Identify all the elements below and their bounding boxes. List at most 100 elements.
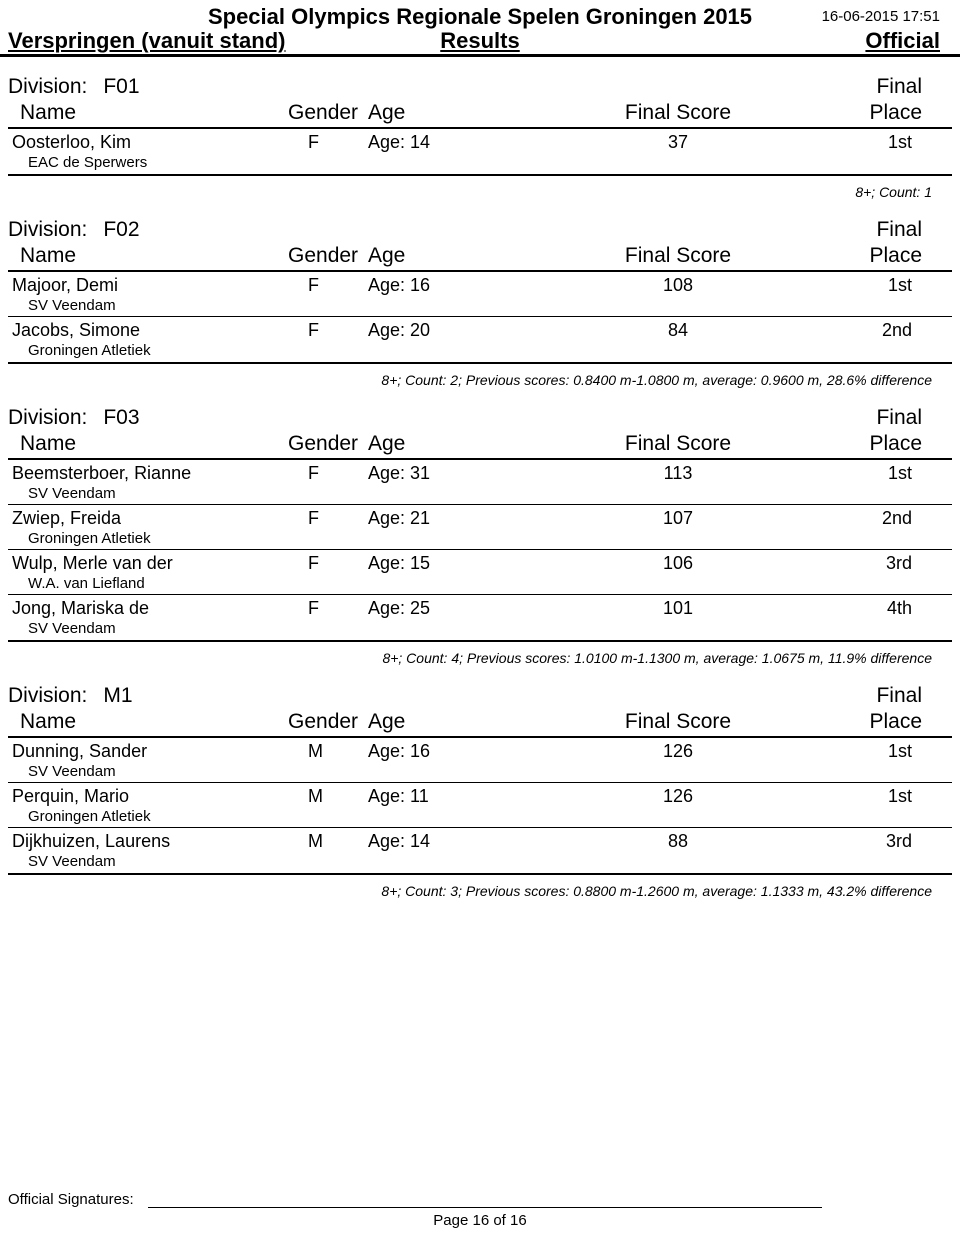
athlete-age: Age: 14: [368, 831, 568, 852]
athlete-club: Groningen Atletiek: [8, 808, 952, 825]
division-separator: [8, 640, 952, 642]
col-age: Age: [368, 710, 568, 734]
final-label: Final: [876, 684, 922, 708]
athlete-place: 1st: [788, 786, 952, 807]
athlete-main: Oosterloo, KimFAge: 14371st: [8, 132, 952, 153]
division-separator: [8, 362, 952, 364]
athlete-gender: F: [288, 508, 368, 529]
division-header: Division: M1Final: [8, 682, 952, 710]
athlete-age: Age: 25: [368, 598, 568, 619]
athlete-gender: F: [288, 553, 368, 574]
athlete-age: Age: 15: [368, 553, 568, 574]
athlete-main: Jong, Mariska deFAge: 251014th: [8, 598, 952, 619]
athlete-name: Dijkhuizen, Laurens: [8, 831, 288, 852]
division-block: Division: F01FinalNameGenderAgeFinal Sco…: [8, 73, 952, 176]
athlete-place: 1st: [788, 463, 952, 484]
athlete-gender: F: [288, 132, 368, 153]
athlete-row: Dunning, SanderMAge: 161261stSV Veendam: [8, 738, 952, 783]
athlete-main: Wulp, Merle van derFAge: 151063rd: [8, 553, 952, 574]
athlete-name: Dunning, Sander: [8, 741, 288, 762]
athlete-place: 3rd: [788, 553, 952, 574]
athlete-main: Dunning, SanderMAge: 161261st: [8, 741, 952, 762]
athlete-main: Zwiep, FreidaFAge: 211072nd: [8, 508, 952, 529]
athlete-gender: M: [288, 786, 368, 807]
col-score: Final Score: [568, 244, 788, 268]
athlete-age: Age: 16: [368, 741, 568, 762]
athlete-gender: F: [288, 320, 368, 341]
division-code: F02: [103, 218, 139, 242]
athlete-club: SV Veendam: [8, 620, 952, 637]
results-label: Results: [440, 28, 519, 54]
athlete-main: Beemsterboer, RianneFAge: 311131st: [8, 463, 952, 484]
athlete-score: 37: [568, 132, 788, 153]
division-block: Division: F02FinalNameGenderAgeFinal Sco…: [8, 216, 952, 364]
athlete-place: 4th: [788, 598, 952, 619]
athlete-score: 101: [568, 598, 788, 619]
athlete-gender: M: [288, 831, 368, 852]
athlete-age: Age: 11: [368, 786, 568, 807]
page-footer: Official Signatures: Page 16 of 16: [0, 1191, 960, 1229]
column-header-row: NameGenderAgeFinal ScorePlace: [8, 101, 952, 129]
athlete-row: Wulp, Merle van derFAge: 151063rdW.A. va…: [8, 550, 952, 595]
col-place: Place: [788, 101, 952, 125]
signatures-label: Official Signatures:: [8, 1191, 148, 1208]
page-header: Special Olympics Regionale Spelen Gronin…: [0, 0, 960, 30]
athlete-club: SV Veendam: [8, 485, 952, 502]
event-title: Special Olympics Regionale Spelen Gronin…: [208, 4, 752, 29]
col-age: Age: [368, 244, 568, 268]
athlete-main: Perquin, MarioMAge: 111261st: [8, 786, 952, 807]
col-place: Place: [788, 710, 952, 734]
athlete-main: Dijkhuizen, LaurensMAge: 14883rd: [8, 831, 952, 852]
athlete-score: 107: [568, 508, 788, 529]
athlete-name: Wulp, Merle van der: [8, 553, 288, 574]
division-header: Division: F02Final: [8, 216, 952, 244]
athlete-gender: M: [288, 741, 368, 762]
athlete-place: 2nd: [788, 508, 952, 529]
athlete-main: Jacobs, SimoneFAge: 20842nd: [8, 320, 952, 341]
athlete-row: Jong, Mariska deFAge: 251014thSV Veendam: [8, 595, 952, 639]
athlete-club: Groningen Atletiek: [8, 342, 952, 359]
athlete-place: 1st: [788, 741, 952, 762]
athlete-score: 126: [568, 786, 788, 807]
division-label: Division:: [8, 75, 87, 99]
athlete-gender: F: [288, 598, 368, 619]
athlete-place: 1st: [788, 275, 952, 296]
division-summary: 8+; Count: 1: [8, 184, 952, 200]
division-separator: [8, 174, 952, 176]
athlete-place: 1st: [788, 132, 952, 153]
column-header-row: NameGenderAgeFinal ScorePlace: [8, 710, 952, 738]
athlete-row: Perquin, MarioMAge: 111261stGroningen At…: [8, 783, 952, 828]
athlete-name: Jong, Mariska de: [8, 598, 288, 619]
page-number: Page 16 of 16: [8, 1212, 952, 1229]
col-place: Place: [788, 432, 952, 456]
athlete-score: 108: [568, 275, 788, 296]
col-name: Name: [8, 432, 288, 456]
division-header: Division: F01Final: [8, 73, 952, 101]
final-label: Final: [876, 75, 922, 99]
column-header-row: NameGenderAgeFinal ScorePlace: [8, 244, 952, 272]
final-label: Final: [876, 406, 922, 430]
athlete-club: Groningen Atletiek: [8, 530, 952, 547]
athlete-row: Zwiep, FreidaFAge: 211072ndGroningen Atl…: [8, 505, 952, 550]
athlete-name: Zwiep, Freida: [8, 508, 288, 529]
division-header: Division: F03Final: [8, 404, 952, 432]
col-age: Age: [368, 432, 568, 456]
athlete-score: 106: [568, 553, 788, 574]
athlete-club: EAC de Sperwers: [8, 154, 952, 171]
column-header-row: NameGenderAgeFinal ScorePlace: [8, 432, 952, 460]
col-name: Name: [8, 710, 288, 734]
division-summary: 8+; Count: 3; Previous scores: 0.8800 m-…: [8, 883, 952, 899]
athlete-row: Dijkhuizen, LaurensMAge: 14883rdSV Veend…: [8, 828, 952, 872]
athlete-name: Oosterloo, Kim: [8, 132, 288, 153]
division-summary: 8+; Count: 2; Previous scores: 0.8400 m-…: [8, 372, 952, 388]
final-label: Final: [876, 218, 922, 242]
division-block: Division: F03FinalNameGenderAgeFinal Sco…: [8, 404, 952, 642]
col-age: Age: [368, 101, 568, 125]
athlete-main: Majoor, DemiFAge: 161081st: [8, 275, 952, 296]
athlete-age: Age: 21: [368, 508, 568, 529]
athlete-age: Age: 14: [368, 132, 568, 153]
subheader-row: Verspringen (vanuit stand) Results Offic…: [0, 28, 960, 57]
athlete-score: 84: [568, 320, 788, 341]
division-summary: 8+; Count: 4; Previous scores: 1.0100 m-…: [8, 650, 952, 666]
signature-row: Official Signatures:: [8, 1191, 952, 1208]
